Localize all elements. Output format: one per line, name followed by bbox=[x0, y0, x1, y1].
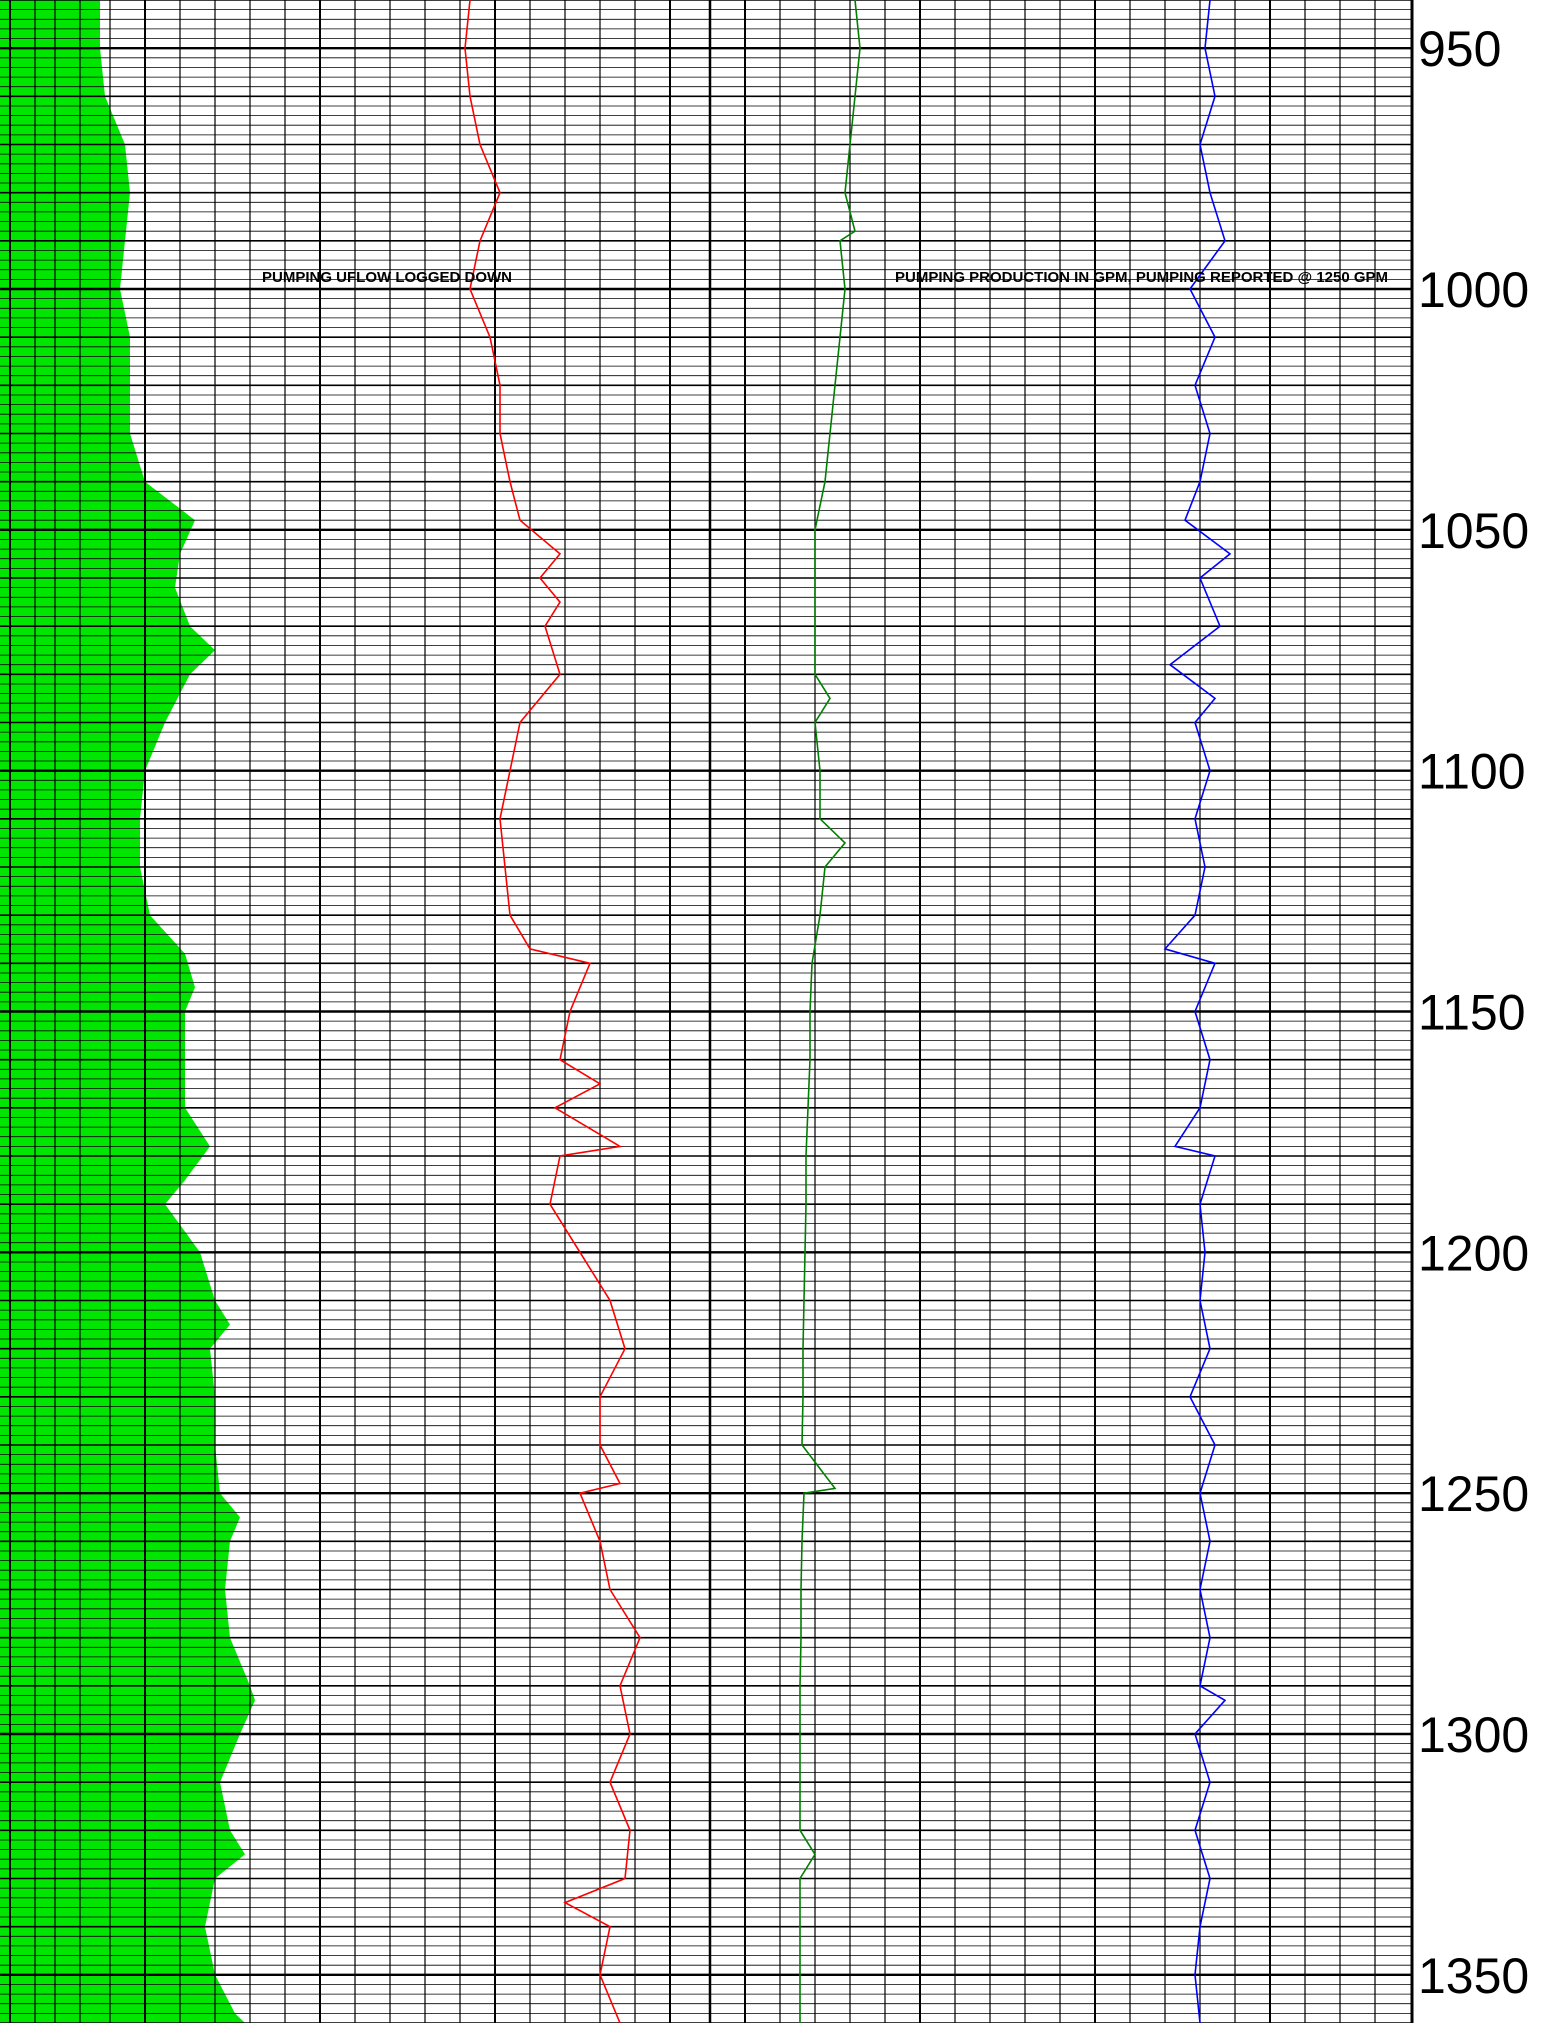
annotation-layer: PUMPING UFLOW LOGGED DOWN PUMPING PRODUC… bbox=[262, 269, 1388, 286]
annotation-pumping-uflow: PUMPING UFLOW LOGGED DOWN bbox=[262, 269, 512, 286]
depth-tick-label-1350: 1350 bbox=[1418, 1948, 1529, 2004]
depth-tick-label-950: 950 bbox=[1418, 21, 1501, 77]
depth-tick-label-1050: 1050 bbox=[1418, 503, 1529, 559]
depth-tick-label-1100: 1100 bbox=[1418, 744, 1526, 800]
red-curve bbox=[464, 0, 641, 2023]
depth-tick-label-1000: 1000 bbox=[1418, 262, 1529, 318]
green-curve bbox=[799, 0, 861, 2023]
depth-tick-label-1150: 1150 bbox=[1418, 985, 1526, 1041]
depth-tick-label-1250: 1250 bbox=[1418, 1466, 1529, 1522]
chart-grid bbox=[0, 0, 1414, 2023]
annotation-pumping-production: PUMPING PRODUCTION IN GPM, PUMPING REPOR… bbox=[895, 269, 1388, 286]
depth-tick-labels: 950 1000 1050 1100 1150 1200 1250 1300 1350 bbox=[1418, 21, 1529, 2004]
depth-tick-label-1200: 1200 bbox=[1418, 1225, 1529, 1281]
depth-tick-label-1300: 1300 bbox=[1418, 1707, 1529, 1763]
blue-curve bbox=[1163, 0, 1232, 2023]
curve-layer bbox=[464, 0, 1232, 2023]
